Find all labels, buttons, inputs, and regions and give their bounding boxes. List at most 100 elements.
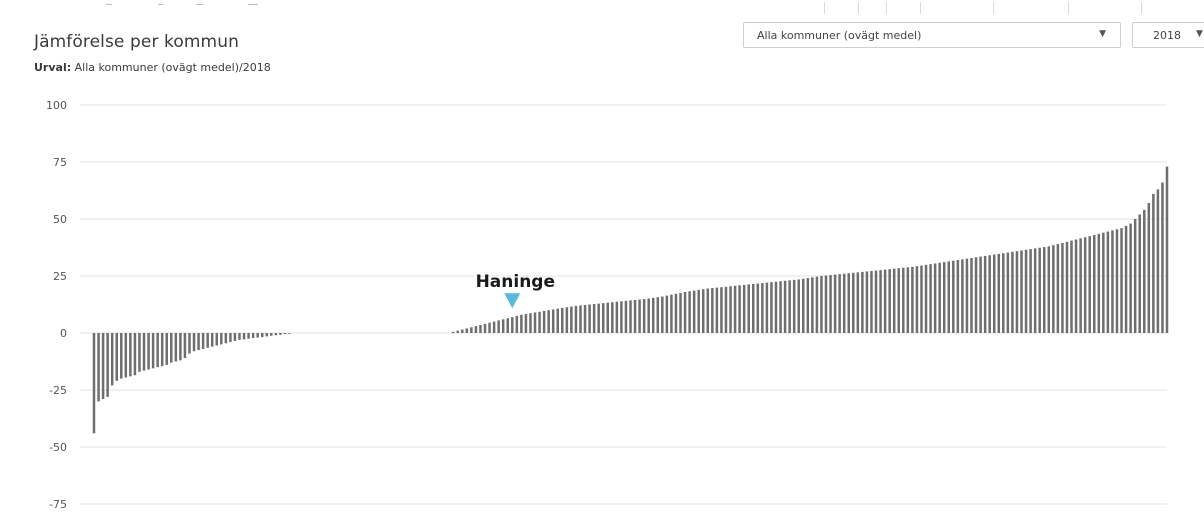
bars [92, 166, 1169, 434]
bar [911, 266, 914, 333]
bar [1038, 247, 1041, 333]
bar [483, 323, 487, 333]
bar [501, 319, 505, 333]
bar [1024, 249, 1028, 333]
bar [870, 270, 873, 333]
bar [1042, 247, 1046, 333]
bar [533, 312, 537, 333]
bar [110, 333, 114, 386]
bar [1061, 242, 1064, 333]
bar [897, 268, 901, 333]
bar [1156, 189, 1160, 333]
bar [474, 326, 478, 333]
bar [747, 284, 750, 333]
bar [647, 298, 650, 333]
bar [952, 260, 955, 333]
bar [206, 333, 209, 348]
bar [888, 269, 891, 333]
bar [461, 329, 464, 333]
bar [1020, 250, 1023, 333]
bar [861, 271, 864, 333]
bar [770, 282, 773, 333]
bar [979, 256, 982, 333]
bar [983, 255, 987, 333]
bar [1079, 238, 1082, 333]
bar [256, 333, 259, 338]
bar [92, 333, 96, 434]
bar [620, 301, 623, 333]
bar [120, 333, 123, 379]
bar [456, 330, 459, 333]
bar [574, 305, 578, 333]
bar [188, 333, 191, 354]
marker-triangle-icon [504, 293, 521, 309]
bar [274, 333, 278, 336]
bar [129, 333, 132, 377]
region-select-value: Alla kommuner (ovägt medel) [757, 29, 922, 42]
bar [265, 333, 269, 337]
bar [797, 279, 800, 333]
bar [270, 333, 273, 336]
bar [974, 257, 978, 333]
bar [942, 262, 946, 333]
bar [947, 261, 951, 333]
year-select[interactable]: 2018 ▼ [1132, 22, 1204, 48]
selection-summary: Urval: Alla kommuner (ovägt medel)/2018 [34, 61, 271, 74]
bar [165, 333, 168, 365]
bar [742, 284, 746, 333]
bar [633, 299, 637, 333]
bar [729, 286, 732, 333]
bar [701, 289, 705, 333]
bar [1138, 214, 1141, 333]
bar [220, 333, 223, 345]
bar [133, 333, 137, 376]
chevron-down-icon: ▼ [1099, 29, 1106, 39]
bar [779, 281, 782, 333]
y-tick-label: 100 [46, 99, 67, 112]
bar [561, 307, 564, 333]
bar [720, 287, 723, 333]
bar [752, 283, 755, 333]
bar [1161, 182, 1164, 333]
bar [724, 286, 728, 333]
bar [697, 289, 700, 333]
bar [638, 299, 641, 333]
bar [506, 318, 509, 333]
bar [1124, 225, 1128, 333]
bar [529, 313, 532, 333]
bar [874, 270, 878, 333]
bar [606, 302, 610, 333]
bar [1052, 245, 1055, 333]
bar [756, 283, 760, 333]
bar [1002, 253, 1005, 333]
bar [492, 321, 496, 333]
bar [847, 273, 850, 333]
selection-label: Urval: [34, 61, 72, 74]
bar [1097, 233, 1101, 333]
bar [142, 333, 146, 371]
bar [656, 297, 660, 333]
top-partial-toolbar [0, 0, 1204, 14]
annotation-label: Haninge [476, 272, 555, 292]
bar [465, 328, 469, 333]
bar [997, 253, 1001, 333]
y-tick-label: 50 [53, 213, 67, 226]
bar [542, 310, 546, 333]
bar [792, 279, 796, 333]
y-tick-label: 75 [53, 156, 67, 169]
bar [902, 267, 905, 333]
bar [1070, 240, 1073, 333]
bar [1106, 231, 1110, 333]
bar [815, 276, 819, 333]
bar [842, 273, 846, 333]
bar [1143, 209, 1146, 333]
bar [147, 333, 150, 370]
bar [820, 276, 823, 333]
bar [715, 287, 719, 333]
bar [852, 272, 855, 333]
bar [115, 333, 118, 381]
bar [929, 264, 932, 333]
region-select[interactable]: Alla kommuner (ovägt medel) ▼ [743, 22, 1121, 48]
bar [1015, 251, 1019, 333]
bar [692, 290, 696, 333]
